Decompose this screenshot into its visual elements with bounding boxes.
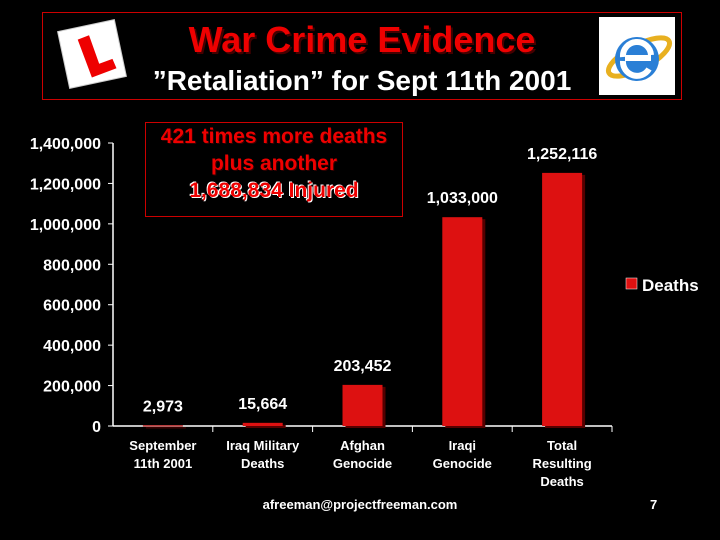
bar [542,172,583,426]
page-number: 7 [650,497,658,512]
x-tick-label: Deaths [241,456,284,471]
title-box: War Crime Evidence ”Retaliation” for Sep… [42,12,682,100]
bar-data-label: 1,252,116 [527,146,597,163]
footer-email: afreeman@projectfreeman.com [262,497,458,512]
bar-data-label: 15,664 [238,396,287,413]
bar [342,384,383,426]
x-tick-label: 11th 2001 [134,456,193,471]
x-tick-label: Deaths [540,474,583,489]
callout-injured: 1,688,834 Injured [189,179,359,202]
bar-shadow [145,427,186,429]
x-tick-label: Genocide [433,456,492,471]
y-tick-label: 800,000 [43,257,101,274]
y-tick-label: 600,000 [43,298,101,315]
y-tick-label: 1,200,000 [30,176,101,193]
x-tick-label: Iraqi [449,438,476,453]
x-tick-label: Genocide [333,456,392,471]
callout-line-2: plus another [210,152,337,175]
x-tick-label: Afghan [340,438,385,453]
deaths-callout-box: 421 times more deaths plus another 1,688… [145,122,403,217]
bar [242,422,283,426]
x-tick-label: Total [547,438,577,453]
bar [142,425,183,427]
bar-data-label: 2,973 [143,398,183,415]
y-tick-label: 200,000 [43,379,101,396]
page-subtitle: ”Retaliation” for Sept 11th 2001 [152,65,572,96]
bar-shadow [245,424,286,428]
learner-plate-logo [57,19,127,89]
page-title: War Crime Evidence [188,19,536,60]
x-tick-label: Resulting [532,456,591,471]
y-tick-label: 400,000 [43,338,101,355]
callout-line-1: 421 times more deaths [160,125,388,148]
legend-label: Deaths [642,276,699,295]
y-tick-label: 0 [92,419,101,436]
legend-swatch [625,277,638,290]
bar-data-label: 203,452 [334,358,392,375]
internet-explorer-logo [599,17,675,95]
y-tick-label: 1,400,000 [30,136,101,153]
x-tick-label: September [129,438,196,453]
y-tick-label: 1,000,000 [30,217,101,234]
x-tick-label: Iraq Military [226,438,300,453]
bar-data-label: 1,033,000 [427,190,498,207]
bar [442,217,483,426]
